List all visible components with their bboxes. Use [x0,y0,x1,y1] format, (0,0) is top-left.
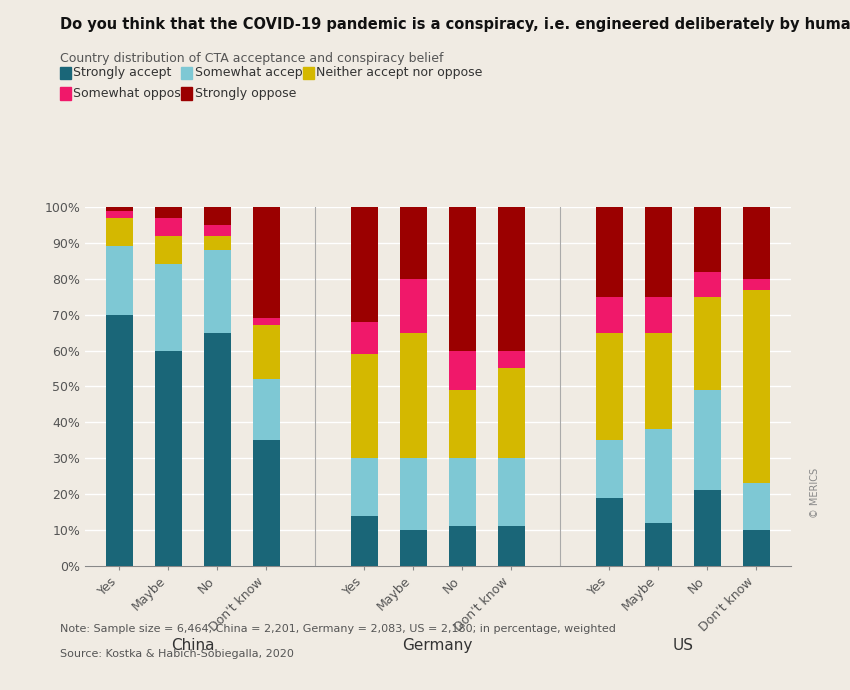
Bar [252,318,280,326]
Bar [645,333,672,429]
Bar [204,333,230,566]
Text: Note: Sample size = 6,464, China = 2,201, Germany = 2,083, US = 2,180; in percen: Note: Sample size = 6,464, China = 2,201… [60,624,615,634]
Text: Strongly accept: Strongly accept [73,66,172,79]
Bar [449,351,476,390]
Bar [498,207,524,351]
Bar [155,351,182,566]
Bar [596,333,623,440]
Bar [449,526,476,566]
Bar [449,458,476,526]
Bar [400,530,427,566]
Bar [596,440,623,497]
Text: Source: Kostka & Habich-Sobiegalla, 2020: Source: Kostka & Habich-Sobiegalla, 2020 [60,649,293,658]
Bar [596,297,623,333]
Bar [204,225,230,236]
Bar [694,390,721,491]
Text: Germany: Germany [403,638,473,653]
Bar [645,297,672,333]
Bar [351,515,377,566]
Bar [400,207,427,279]
Bar [105,246,133,315]
Bar [743,483,770,530]
Text: Neither accept nor oppose: Neither accept nor oppose [316,66,483,79]
Bar [252,380,280,440]
Bar [596,207,623,297]
Bar [155,207,182,218]
Text: China: China [171,638,214,653]
Bar [743,279,770,290]
Text: © MERICS: © MERICS [810,467,820,518]
Text: Somewhat oppose: Somewhat oppose [73,87,189,99]
Bar [498,458,524,526]
Bar [743,207,770,279]
Bar [645,207,672,297]
Bar [105,207,133,210]
Bar [694,297,721,390]
Bar [596,497,623,566]
Bar [105,315,133,566]
Bar [449,390,476,458]
Bar [694,272,721,297]
Bar [204,207,230,225]
Bar [498,351,524,368]
Bar [645,429,672,523]
Bar [351,207,377,322]
Text: Do you think that the COVID-19 pandemic is a conspiracy, i.e. engineered deliber: Do you think that the COVID-19 pandemic … [60,17,850,32]
Text: Somewhat accept: Somewhat accept [195,66,307,79]
Bar [105,210,133,218]
Bar [252,207,280,318]
Bar [498,526,524,566]
Bar [252,440,280,566]
Bar [743,530,770,566]
Bar [351,354,377,458]
Bar [155,236,182,264]
Bar [743,290,770,483]
Bar [155,264,182,351]
Bar [498,368,524,458]
Bar [351,458,377,515]
Bar [449,207,476,351]
Bar [400,279,427,333]
Text: Strongly oppose: Strongly oppose [195,87,296,99]
Bar [351,322,377,354]
Bar [155,218,182,236]
Bar [400,458,427,530]
Bar [694,207,721,272]
Bar [204,236,230,250]
Bar [694,491,721,566]
Bar [252,326,280,380]
Bar [645,523,672,566]
Text: Country distribution of CTA acceptance and conspiracy belief: Country distribution of CTA acceptance a… [60,52,443,65]
Bar [105,218,133,246]
Bar [204,250,230,333]
Bar [400,333,427,458]
Text: US: US [672,638,694,653]
